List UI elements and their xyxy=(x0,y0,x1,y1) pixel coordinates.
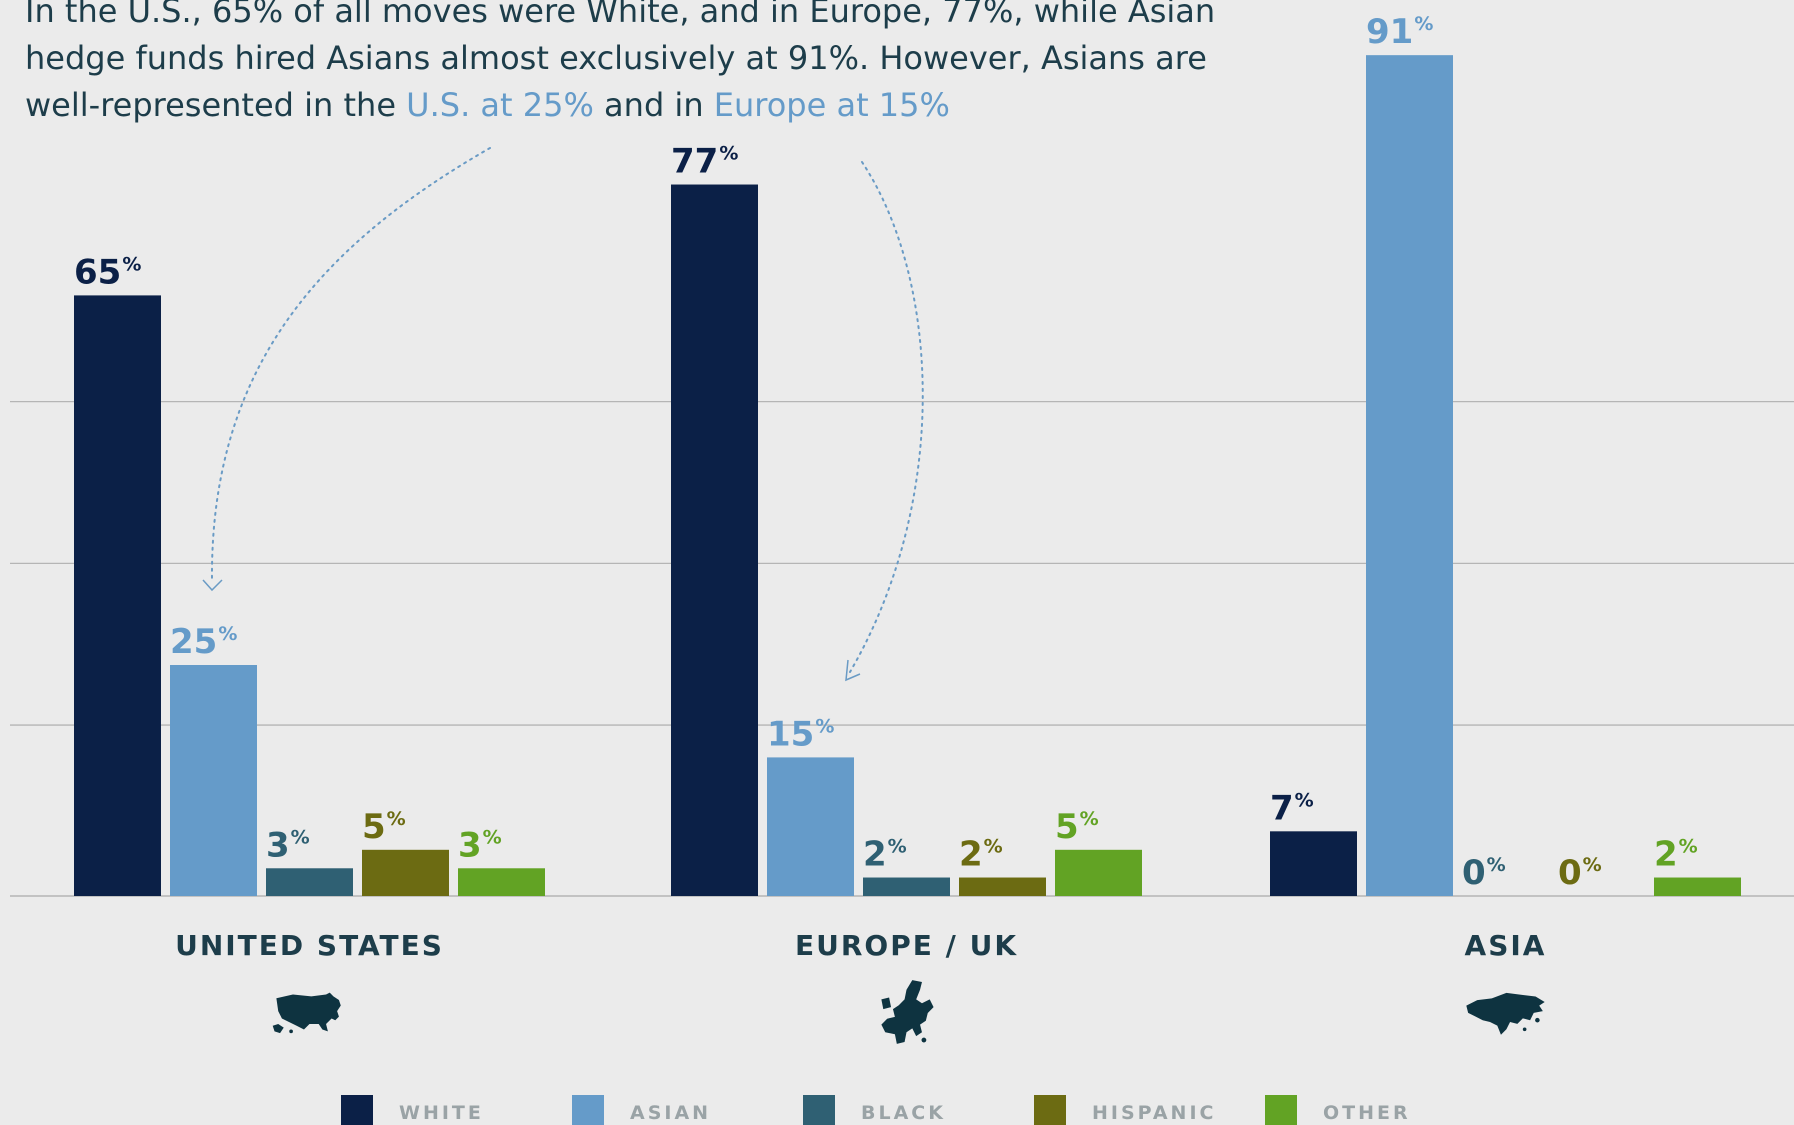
europe-map-icon xyxy=(881,980,934,1044)
legend-swatch-asian xyxy=(572,1095,604,1125)
bar-label-europe-uk-white: 77% xyxy=(671,142,738,182)
bar-united-states-white xyxy=(74,295,161,896)
legend-swatch-black xyxy=(803,1095,835,1125)
bar-label-asia-white: 7% xyxy=(1270,788,1314,828)
legend-label-hispanic: HISPANIC xyxy=(1092,1102,1216,1124)
bar-europe-uk-other xyxy=(1055,849,1142,896)
legend-swatch-white xyxy=(341,1095,373,1125)
annotation-arrow-europe xyxy=(849,161,924,673)
gridlines xyxy=(10,401,1794,897)
legend-swatch-hispanic xyxy=(1034,1095,1066,1125)
category-label-united-states: UNITED STATES xyxy=(175,929,444,962)
intro-highlight-us: U.S. at 25% xyxy=(406,86,594,124)
bar-label-united-states-white: 65% xyxy=(74,252,141,292)
bar-label-europe-uk-black: 2% xyxy=(863,835,907,875)
annotation-arrowhead-europe xyxy=(845,659,861,682)
bar-label-europe-uk-asian: 15% xyxy=(767,714,834,754)
bar-europe-uk-white xyxy=(671,184,758,896)
category-label-europe-uk: EUROPE / UK xyxy=(795,929,1018,962)
bar-label-united-states-other: 3% xyxy=(458,825,502,865)
bar-europe-uk-asian xyxy=(767,757,854,896)
bar-asia-asian xyxy=(1366,55,1453,897)
bar-label-asia-other: 2% xyxy=(1654,835,1698,875)
bar-label-europe-uk-other: 5% xyxy=(1055,807,1099,847)
annotation-arrowhead-us xyxy=(202,579,223,592)
bar-europe-uk-black xyxy=(863,877,950,896)
intro-line-3-start: well-represented in the xyxy=(25,86,407,124)
bar-label-europe-uk-hispanic: 2% xyxy=(959,835,1003,875)
bar-united-states-other xyxy=(458,868,545,896)
asia-map-icon xyxy=(1466,992,1545,1035)
bar-united-states-black xyxy=(266,868,353,896)
legend-label-other: OTHER xyxy=(1323,1102,1411,1124)
bar-europe-uk-hispanic xyxy=(959,877,1046,896)
bar-united-states-hispanic xyxy=(362,849,449,896)
annotation-arrow-us xyxy=(210,147,491,581)
bar-label-asia-hispanic: 0% xyxy=(1558,853,1602,893)
legend-label-asian: ASIAN xyxy=(630,1102,711,1124)
intro-line-1: In the U.S., 65% of all moves were White… xyxy=(25,0,1216,30)
intro-text: In the U.S., 65% of all moves were White… xyxy=(25,0,1265,129)
intro-line-2: hedge funds hired Asians almost exclusiv… xyxy=(25,39,1207,77)
category-label-asia: ASIA xyxy=(1465,929,1547,962)
intro-highlight-europe: Europe at 15% xyxy=(713,86,950,124)
bar-asia-white xyxy=(1270,831,1357,896)
legend-label-white: WHITE xyxy=(399,1102,484,1124)
intro-line-3-middle: and in xyxy=(593,86,714,124)
bar-label-united-states-asian: 25% xyxy=(170,622,237,662)
legend-label-black: BLACK xyxy=(861,1102,946,1124)
bar-label-asia-asian: 91% xyxy=(1366,12,1433,52)
annotation-arrows xyxy=(202,147,924,682)
bar-united-states-asian xyxy=(170,665,257,896)
bar-label-united-states-hispanic: 5% xyxy=(362,807,406,847)
legend: WHITE ASIAN BLACK HISPANIC OTHER xyxy=(341,1095,1411,1125)
bar-asia-other xyxy=(1654,877,1741,896)
legend-swatch-other xyxy=(1265,1095,1297,1125)
usa-map-icon xyxy=(272,992,341,1034)
bars xyxy=(74,55,1741,897)
bar-label-asia-black: 0% xyxy=(1462,853,1506,893)
bar-value-labels: 65% 25% 3% 5% 3% 77% 15% 2% 2% 5% 7% 91% 0% 0% 2% xyxy=(74,12,1698,893)
category-labels: UNITED STATES EUROPE / UK ASIA xyxy=(175,929,1547,1044)
bar-label-united-states-black: 3% xyxy=(266,825,310,865)
